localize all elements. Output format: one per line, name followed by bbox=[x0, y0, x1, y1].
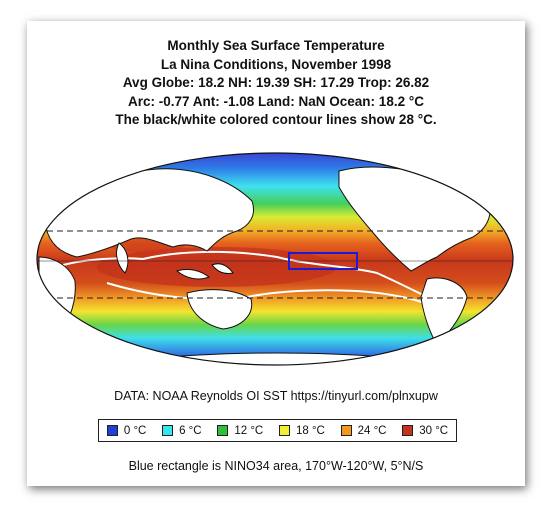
globe-clip-group bbox=[37, 153, 513, 365]
legend-label-4: 24 °C bbox=[357, 424, 387, 437]
legend-item: 24 °C bbox=[340, 424, 387, 437]
map-area bbox=[27, 21, 525, 486]
landmass-australia bbox=[186, 289, 253, 330]
legend-swatch-1 bbox=[162, 425, 174, 436]
legend-swatch-3 bbox=[278, 425, 290, 436]
legend-item: 12 °C bbox=[217, 425, 263, 437]
data-source-note: DATA: NOAA Reynolds OI SST https://tinyu… bbox=[114, 389, 438, 403]
title-line-4: Arc: -0.77 Ant: -1.08 Land: NaN Ocean: 1… bbox=[128, 93, 424, 109]
title-line-2: La Nina Conditions, November 1998 bbox=[160, 56, 392, 72]
title-block: Monthly Sea Surface Temperature La Nina … bbox=[27, 37, 525, 130]
nino34-footnote: Blue rectangle is NINO34 area, 170°W-120… bbox=[128, 459, 424, 473]
title-line-3: Avg Globe: 18.2 NH: 19.39 SH: 17.29 Trop… bbox=[122, 75, 430, 90]
title-line-5: The black/white colored contour lines sh… bbox=[115, 112, 437, 127]
legend-label-5: 30 °C bbox=[419, 424, 449, 437]
legend-swatch-2 bbox=[217, 425, 229, 436]
contour-28c-south bbox=[106, 282, 426, 304]
sst-map bbox=[36, 152, 514, 366]
legend-label-2: 12 °C bbox=[234, 424, 264, 437]
landmass-greenland bbox=[458, 158, 487, 182]
legend-swatch-4 bbox=[340, 425, 352, 436]
legend-label-0: 0 °C bbox=[123, 424, 147, 437]
globe-outline bbox=[36, 152, 514, 366]
legend-label-1: 6 °C bbox=[179, 424, 202, 437]
figure-card: Monthly Sea Surface Temperature La Nina … bbox=[27, 21, 525, 486]
color-legend: 0 °C 6 °C 12 °C 18 °C 24 °C 30 °C bbox=[98, 419, 457, 442]
landmass-india bbox=[116, 242, 129, 274]
landmass-antarctica bbox=[146, 352, 408, 365]
legend-label-3: 18 °C bbox=[295, 424, 325, 437]
legend-item: 6 °C bbox=[162, 425, 202, 437]
land-masses bbox=[38, 158, 491, 365]
landmass-south-america bbox=[420, 277, 468, 346]
landmass-indonesia bbox=[175, 268, 211, 280]
legend-swatch-5 bbox=[402, 425, 414, 436]
title-line-1: Monthly Sea Surface Temperature bbox=[167, 38, 385, 53]
legend-swatch-0 bbox=[106, 425, 118, 436]
landmass-borneo bbox=[211, 263, 234, 274]
legend-item: 30 °C bbox=[402, 425, 448, 437]
legend-item: 0 °C bbox=[106, 424, 147, 437]
legend-item: 18 °C bbox=[278, 424, 325, 437]
landmass-eurasia bbox=[44, 168, 254, 258]
nino34-box bbox=[288, 252, 358, 270]
